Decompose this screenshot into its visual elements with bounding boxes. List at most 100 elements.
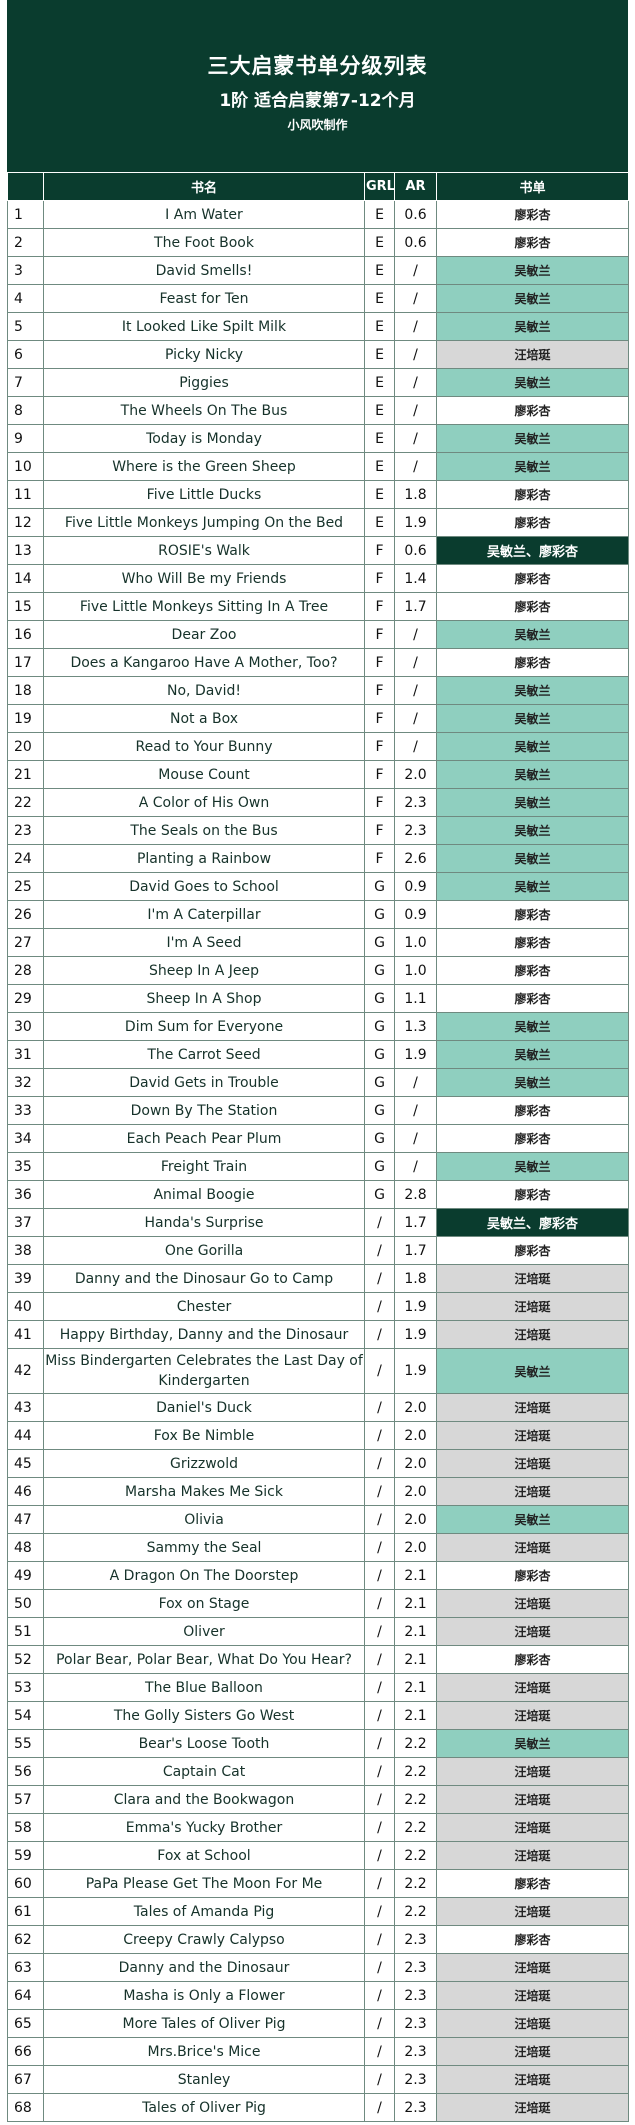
grl-level: / — [364, 2093, 395, 2122]
booklist-tag: 吴敏兰 — [436, 788, 629, 817]
row-number: 52 — [7, 1645, 44, 1674]
booklist-tag: 吴敏兰 — [436, 1348, 629, 1394]
ar-level: 2.2 — [394, 1785, 437, 1814]
grl-level: F — [364, 592, 395, 621]
row-number: 15 — [7, 592, 44, 621]
book-title: Feast for Ten — [43, 284, 365, 313]
row-number: 39 — [7, 1264, 44, 1293]
book-title: Daniel's Duck — [43, 1393, 365, 1422]
book-title: Five Little Monkeys Jumping On the Bed — [43, 508, 365, 537]
ar-level: 2.3 — [394, 2065, 437, 2094]
table-row: 42 Miss Bindergarten Celebrates the Last … — [7, 1348, 629, 1394]
ar-level: 1.7 — [394, 592, 437, 621]
book-title: Masha is Only a Flower — [43, 1981, 365, 2010]
grl-level: / — [364, 1981, 395, 2010]
book-title: The Foot Book — [43, 228, 365, 257]
ar-level: 2.1 — [394, 1645, 437, 1674]
booklist-tag: 汪培珽 — [436, 2037, 629, 2066]
row-number: 59 — [7, 1841, 44, 1870]
grl-level: E — [364, 452, 395, 481]
table-row: 41 Happy Birthday, Danny and the Dinosaur… — [7, 1320, 629, 1349]
row-number: 63 — [7, 1953, 44, 1982]
row-number: 47 — [7, 1505, 44, 1534]
row-number: 27 — [7, 928, 44, 957]
book-title: The Golly Sisters Go West — [43, 1701, 365, 1730]
grl-level: / — [364, 1236, 395, 1265]
grl-level: F — [364, 704, 395, 733]
booklist-tag: 吴敏兰 — [436, 452, 629, 481]
booklist-tag: 廖彩杏 — [436, 648, 629, 677]
table-row: 22 A Color of His Own F 2.3 吴敏兰 — [7, 788, 629, 817]
row-number: 44 — [7, 1421, 44, 1450]
row-number: 23 — [7, 816, 44, 845]
ar-level: 1.3 — [394, 1012, 437, 1041]
ar-level: / — [394, 1152, 437, 1181]
book-title: The Seals on the Bus — [43, 816, 365, 845]
table-row: 35 Freight Train G / 吴敏兰 — [7, 1152, 629, 1181]
ar-level: 2.0 — [394, 1421, 437, 1450]
grl-level: G — [364, 1152, 395, 1181]
table-row: 59 Fox at School/2.2 汪培珽 — [7, 1841, 629, 1870]
ar-level: / — [394, 620, 437, 649]
book-title: The Blue Balloon — [43, 1673, 365, 1702]
book-title: Picky Nicky — [43, 340, 365, 369]
row-number: 26 — [7, 900, 44, 929]
table-row: 50 Fox on Stage/2.1 汪培珽 — [7, 1589, 629, 1618]
grl-level: G — [364, 1040, 395, 1069]
table-row: 18 No, David! F / 吴敏兰 — [7, 676, 629, 705]
table-row: 52 Polar Bear, Polar Bear, What Do You He… — [7, 1645, 629, 1674]
booklist-tag: 汪培珽 — [436, 1617, 629, 1646]
table-row: 5 It Looked Like Spilt Milk E / 吴敏兰 — [7, 312, 629, 341]
ar-level: 2.3 — [394, 2037, 437, 2066]
grl-level: / — [364, 1673, 395, 1702]
book-title: Olivia — [43, 1505, 365, 1534]
booklist-tag: 汪培珽 — [436, 1897, 629, 1926]
table-row: 62 Creepy Crawly Calypso/2.3 廖彩杏 — [7, 1925, 629, 1954]
book-title: Animal Boogie — [43, 1180, 365, 1209]
ar-level: / — [394, 452, 437, 481]
grl-level: / — [364, 1785, 395, 1814]
grl-level: E — [364, 340, 395, 369]
table-row: 31 The Carrot Seed G 1.9 吴敏兰 — [7, 1040, 629, 1069]
ar-level: 2.3 — [394, 1981, 437, 2010]
table-row: 9 Today is Monday E / 吴敏兰 — [7, 424, 629, 453]
row-number: 31 — [7, 1040, 44, 1069]
table-row: 21 Mouse Count F 2.0 吴敏兰 — [7, 760, 629, 789]
booklist-tag: 吴敏兰 — [436, 1152, 629, 1181]
booklist-tag: 吴敏兰 — [436, 676, 629, 705]
grl-level: G — [364, 1012, 395, 1041]
row-number: 35 — [7, 1152, 44, 1181]
grl-level: F — [364, 760, 395, 789]
book-title: David Gets in Trouble — [43, 1068, 365, 1097]
header-ar: AR — [394, 172, 437, 201]
book-title: Polar Bear, Polar Bear, What Do You Hear… — [43, 1645, 365, 1674]
row-number: 12 — [7, 508, 44, 537]
table-row: 65 More Tales of Oliver Pig/2.3 汪培珽 — [7, 2009, 629, 2038]
booklist-tag: 吴敏兰 — [436, 312, 629, 341]
row-number: 8 — [7, 396, 44, 425]
ar-level: / — [394, 676, 437, 705]
table-row: 26 I'm A Caterpillar G 0.9 廖彩杏 — [7, 900, 629, 929]
table-row: 43 Daniel's Duck/2.0 汪培珽 — [7, 1393, 629, 1422]
ar-level: / — [394, 1068, 437, 1097]
table-row: 7 Piggies E / 吴敏兰 — [7, 368, 629, 397]
ar-level: 1.0 — [394, 928, 437, 957]
table-row: 4 Feast for Ten E / 吴敏兰 — [7, 284, 629, 313]
ar-level: 2.2 — [394, 1813, 437, 1842]
booklist-tag: 廖彩杏 — [436, 508, 629, 537]
booklist-tag: 廖彩杏 — [436, 1124, 629, 1153]
table-row: 24 Planting a Rainbow F 2.6 吴敏兰 — [7, 844, 629, 873]
book-title: Handa's Surprise — [43, 1208, 365, 1237]
header-list: 书单 — [436, 172, 629, 201]
grl-level: / — [364, 1897, 395, 1926]
table-row: 45 Grizzwold/2.0 汪培珽 — [7, 1449, 629, 1478]
table-row: 3 David Smells! E / 吴敏兰 — [7, 256, 629, 285]
book-title: I'm A Caterpillar — [43, 900, 365, 929]
ar-level: 1.8 — [394, 480, 437, 509]
booklist-tag: 吴敏兰 — [436, 872, 629, 901]
book-title: Danny and the Dinosaur — [43, 1953, 365, 1982]
book-title: Stanley — [43, 2065, 365, 2094]
ar-level: 1.7 — [394, 1208, 437, 1237]
row-number: 61 — [7, 1897, 44, 1926]
booklist-tag: 吴敏兰 — [436, 816, 629, 845]
